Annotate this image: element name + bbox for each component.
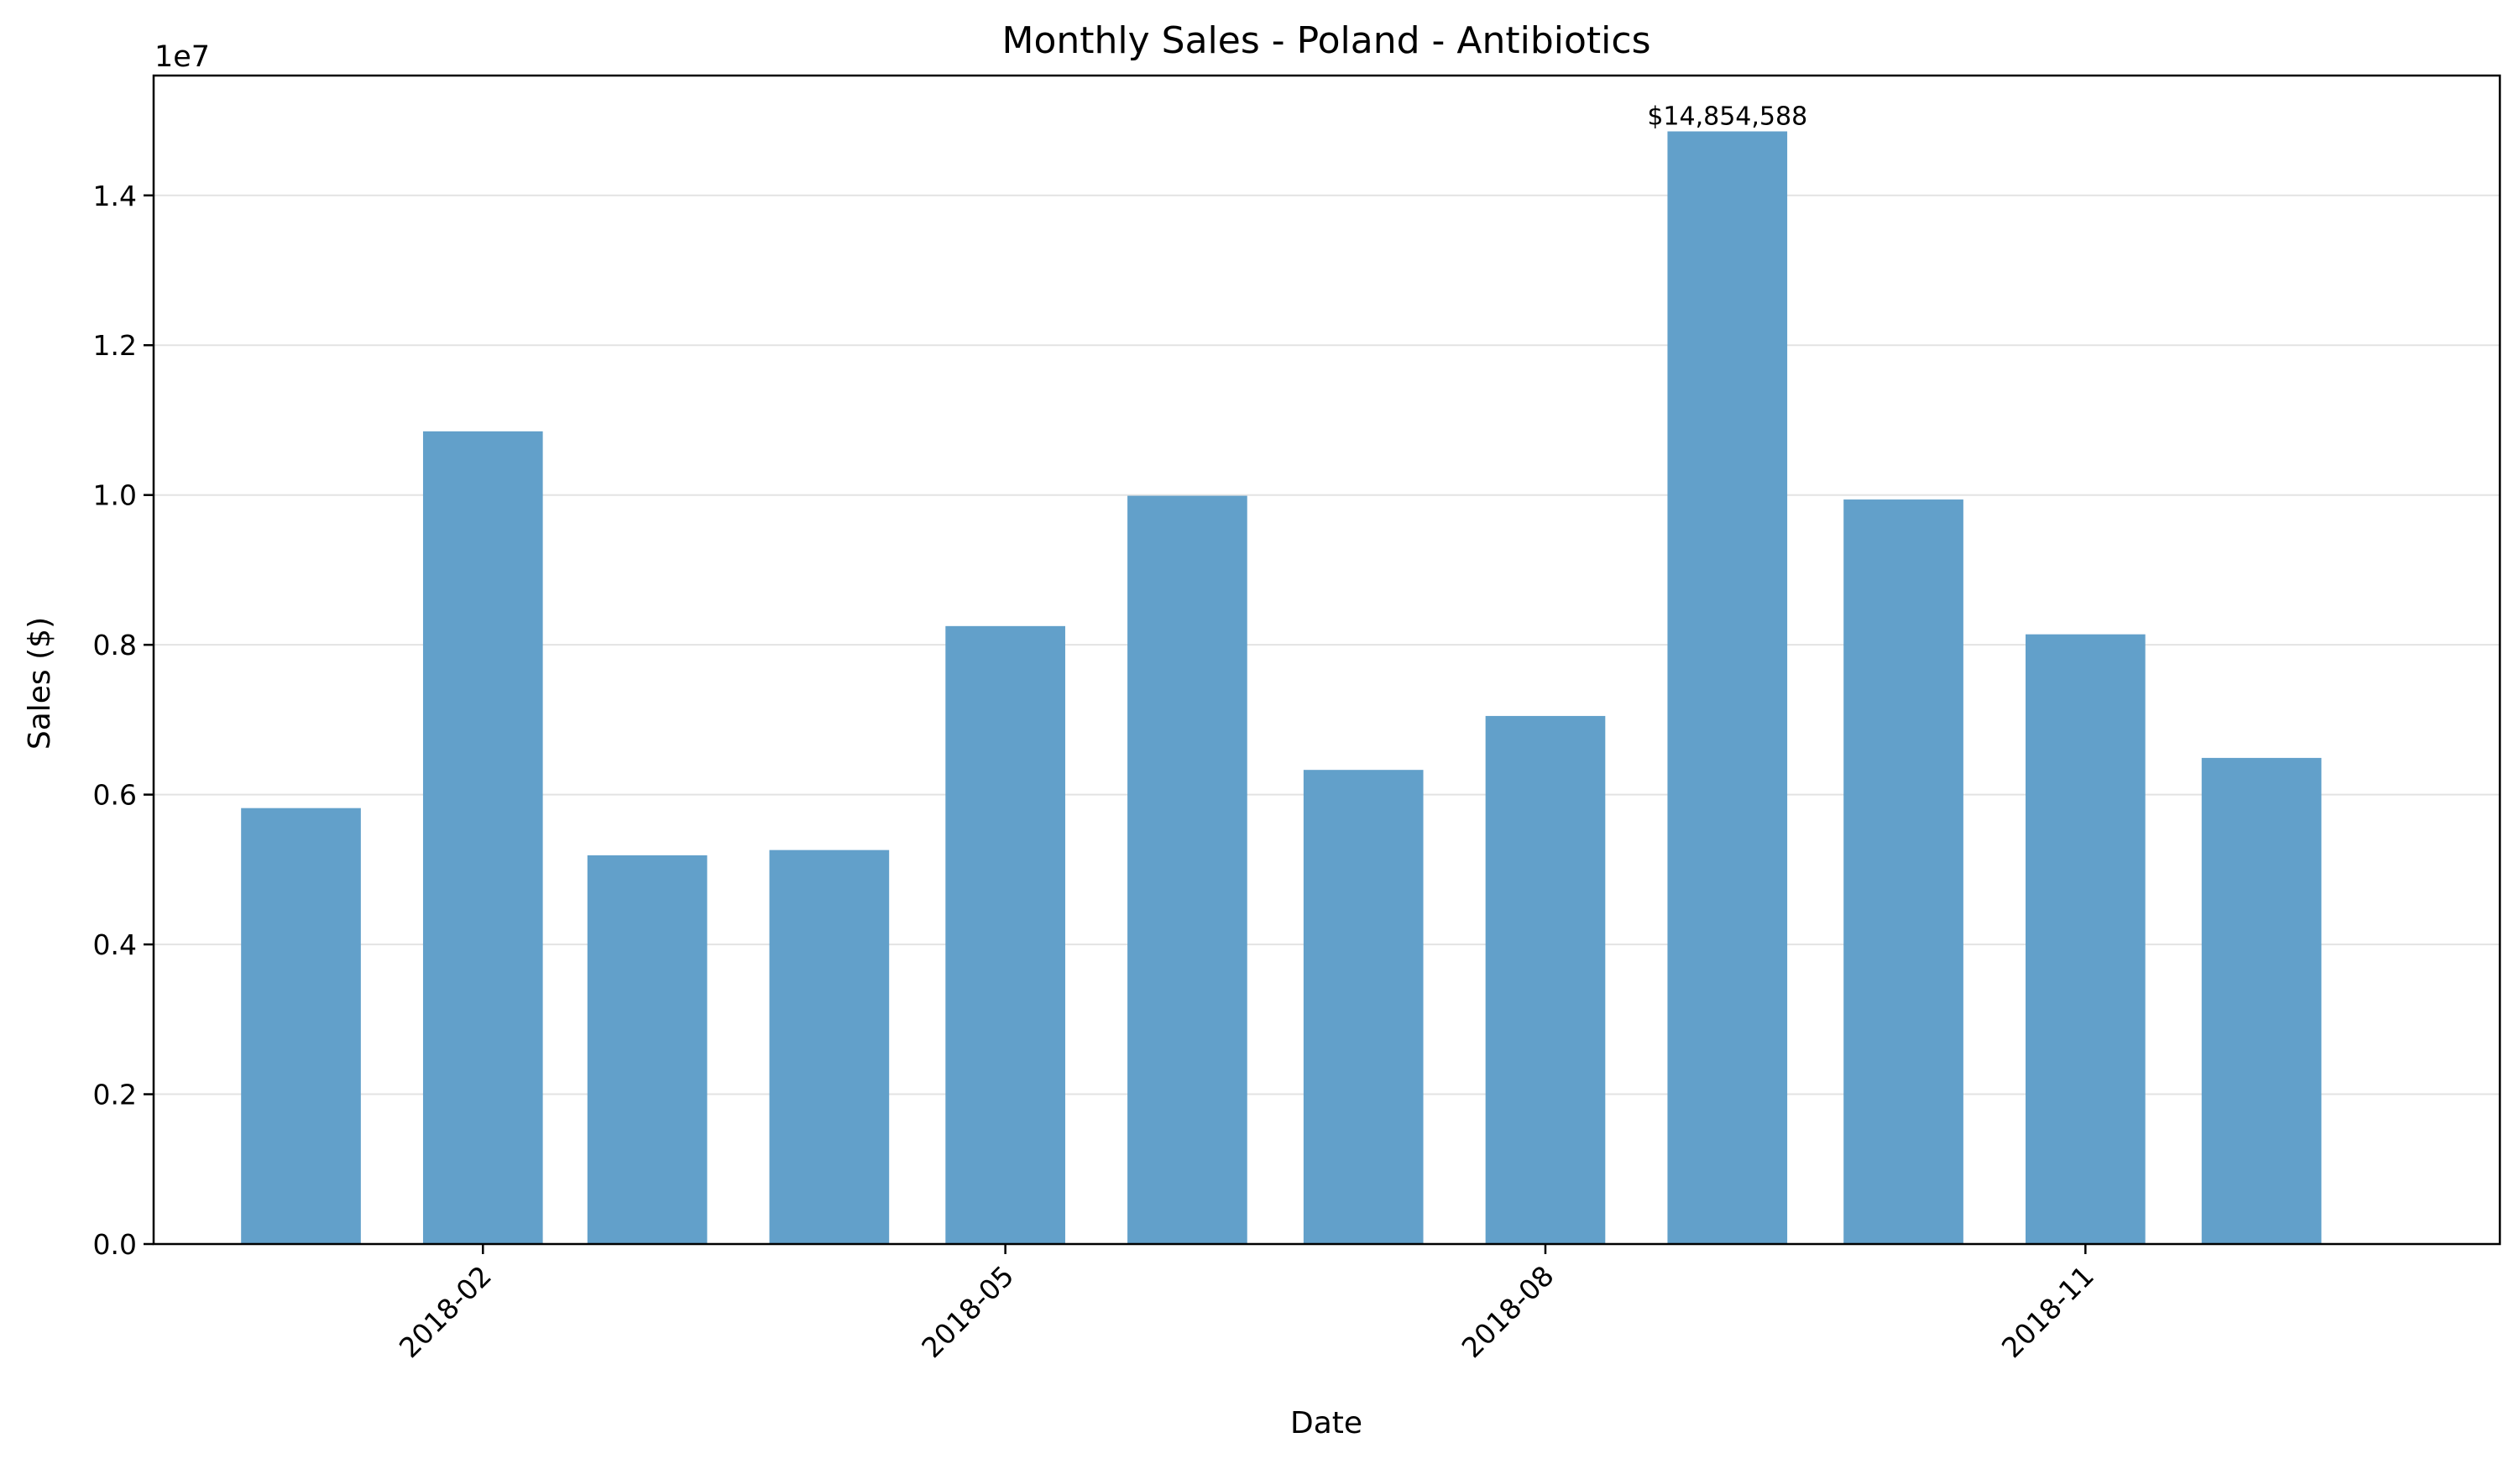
y-tick-label: 0.4 [93, 928, 137, 961]
bar-2018-01 [241, 808, 361, 1244]
bar-2018-09 [1667, 131, 1788, 1245]
chart-title: Monthly Sales - Poland - Antibiotics [1002, 19, 1651, 62]
x-axis-ticks: 2018-02 2018-05 2018-08 2018-11 [393, 1244, 2100, 1364]
y-tick-label: 0.2 [93, 1079, 137, 1111]
bar-2018-12 [2201, 757, 2322, 1244]
y-axis-label: Sales ($) [23, 617, 57, 750]
bar-labels: $14,854,588 [1647, 102, 1807, 132]
y-tick-label: 0.6 [93, 779, 137, 812]
x-tick-label: 2018-05 [915, 1259, 1020, 1364]
y-tick-label: 0.0 [93, 1228, 137, 1261]
x-tick-label: 2018-02 [393, 1259, 498, 1364]
y-tick-label: 1.0 [93, 479, 137, 512]
y-axis-ticks: 0.0 0.2 0.4 0.6 0.8 1.0 1.2 1.4 [93, 180, 154, 1261]
bar-2018-03 [587, 855, 708, 1244]
x-tick-label: 2018-11 [1995, 1259, 2100, 1364]
x-axis-label: Date [1290, 1406, 1362, 1440]
y-tick-label: 1.2 [93, 329, 137, 362]
bar-2018-05 [945, 625, 1065, 1244]
y-tick-label: 0.8 [93, 629, 137, 661]
bar-value-label: $14,854,588 [1647, 102, 1807, 132]
y-axis-offset-label: 1e7 [154, 40, 210, 74]
bars [241, 131, 2322, 1245]
bar-2018-04 [769, 850, 890, 1244]
plot-frame [152, 74, 2502, 1246]
bar-2018-07 [1303, 770, 1424, 1244]
bar-2018-02 [422, 431, 543, 1244]
bar-2018-11 [2025, 634, 2146, 1244]
bar-2018-08 [1485, 715, 1606, 1244]
bar-2018-06 [1127, 495, 1247, 1244]
bar-2018-10 [1843, 499, 1963, 1244]
y-tick-label: 1.4 [93, 180, 137, 212]
x-tick-label: 2018-08 [1456, 1259, 1561, 1364]
